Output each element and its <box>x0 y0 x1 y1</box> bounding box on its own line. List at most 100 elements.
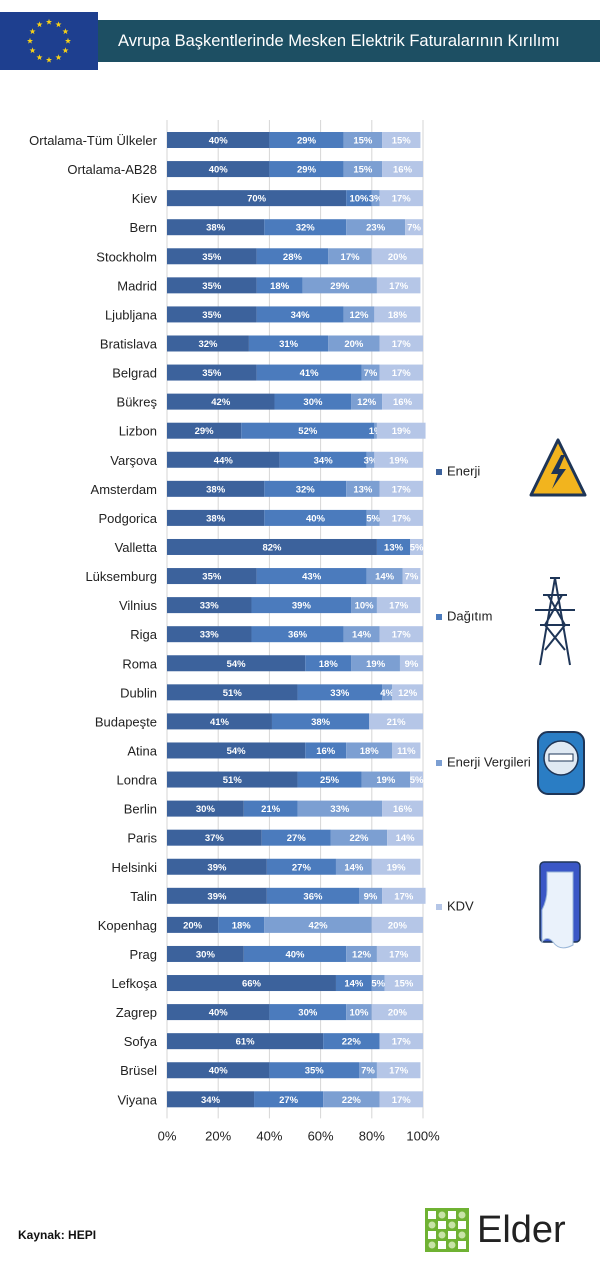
data-label: 15% <box>353 136 373 147</box>
logo-mark-dot <box>438 1231 446 1239</box>
data-label: 1% <box>369 426 383 437</box>
data-label: 38% <box>206 223 226 234</box>
category-label: Paris <box>127 831 157 846</box>
data-label: 7% <box>361 1066 375 1077</box>
data-label: 17% <box>389 1066 409 1077</box>
bar-segment <box>351 393 383 410</box>
logo-mark-cell <box>448 1211 456 1219</box>
data-label: 82% <box>262 542 282 553</box>
bar-segment <box>369 713 423 730</box>
bar-segment <box>269 1062 359 1079</box>
data-label: 40% <box>306 513 326 524</box>
data-label: 15% <box>353 165 373 176</box>
bar-segment <box>366 568 403 585</box>
elder-logo: Elder <box>425 1208 585 1252</box>
data-label: 30% <box>298 1008 318 1019</box>
bar-segment <box>379 1091 423 1108</box>
bar-segment <box>251 597 352 614</box>
category-label: Helsinki <box>111 860 157 875</box>
data-label: 14% <box>344 979 364 990</box>
data-label: 20% <box>388 920 408 931</box>
data-label: 14% <box>352 630 372 641</box>
bar-segment <box>264 219 347 236</box>
category-label: Dublin <box>120 685 157 700</box>
data-label: 25% <box>320 775 340 786</box>
bar-segment <box>328 248 372 265</box>
category-label: Valletta <box>115 540 158 555</box>
bar-segment <box>366 509 380 526</box>
data-label: 70% <box>247 194 267 205</box>
legend-swatch <box>436 614 442 620</box>
data-label: 19% <box>366 659 386 670</box>
bar-segment <box>243 800 298 817</box>
data-label: 10% <box>355 601 375 612</box>
data-label: 19% <box>376 775 396 786</box>
data-label: 3% <box>364 455 378 466</box>
logo-mark-dot <box>458 1211 466 1219</box>
data-label: 14% <box>375 572 395 583</box>
bar-segment <box>346 219 406 236</box>
title-bar: Avrupa Başkentlerinde Mesken Elektrik Fa… <box>98 20 600 62</box>
bar-segment <box>167 480 265 497</box>
bar-segment <box>361 771 411 788</box>
data-label: 29% <box>297 165 317 176</box>
data-label: 11% <box>397 746 416 757</box>
bar-segment <box>167 364 257 381</box>
bar-segment <box>167 713 272 730</box>
data-label: 35% <box>202 368 222 379</box>
bar-segment <box>335 975 372 992</box>
bar-segment <box>256 306 344 323</box>
data-label: 7% <box>364 368 378 379</box>
data-label: 36% <box>303 891 323 902</box>
bar-segment <box>302 277 377 294</box>
data-label: 5% <box>366 513 380 524</box>
bar-segment <box>167 277 257 294</box>
data-label: 10% <box>349 1008 369 1019</box>
bar-segment <box>271 713 370 730</box>
category-label: Belgrad <box>112 366 157 381</box>
data-label: 16% <box>393 165 413 176</box>
data-label: 18% <box>388 310 408 321</box>
data-label: 30% <box>196 949 216 960</box>
eu-flag-icon <box>0 12 98 70</box>
bar-segment <box>269 1004 347 1021</box>
flag-star <box>36 54 43 61</box>
page-title: Avrupa Başkentlerinde Mesken Elektrik Fa… <box>118 32 560 50</box>
bar-segment <box>382 161 423 178</box>
flag-star <box>36 21 43 28</box>
data-label: 41% <box>210 717 230 728</box>
bar-segment <box>167 132 270 148</box>
data-label: 40% <box>209 1008 229 1019</box>
logo-mark-icon <box>425 1208 469 1252</box>
bar-segment <box>167 800 244 817</box>
data-label: 40% <box>285 949 305 960</box>
data-label: 54% <box>227 659 247 670</box>
bar-segment <box>379 1033 423 1050</box>
logo-mark-dot <box>438 1211 446 1219</box>
data-label: 23% <box>366 223 386 234</box>
bar-segment <box>251 626 344 643</box>
category-label: Budapeşte <box>95 714 157 729</box>
data-label: 33% <box>200 601 220 612</box>
data-label: 32% <box>198 339 218 350</box>
bar-segment <box>376 277 421 294</box>
data-label: 13% <box>353 484 373 495</box>
bar-segment <box>254 1091 324 1108</box>
bar-segment <box>371 1004 423 1021</box>
source-note: Kaynak: HEPI <box>18 1228 97 1242</box>
data-label: 38% <box>206 484 226 495</box>
bar-segment <box>359 1062 377 1079</box>
logo-mark-cell <box>428 1231 436 1239</box>
data-label: 16% <box>393 804 413 815</box>
logo-mark-dot <box>428 1241 436 1249</box>
bar-segment <box>243 945 347 962</box>
logo-mark-cell <box>438 1241 446 1249</box>
data-label: 37% <box>205 833 225 844</box>
data-label: 40% <box>209 165 229 176</box>
bar-segment <box>167 1033 324 1050</box>
logo-mark-cell <box>458 1221 466 1229</box>
bar-segment <box>399 655 423 672</box>
bar-segment <box>167 887 267 904</box>
data-label: 42% <box>211 397 231 408</box>
data-label: 5% <box>410 542 424 553</box>
